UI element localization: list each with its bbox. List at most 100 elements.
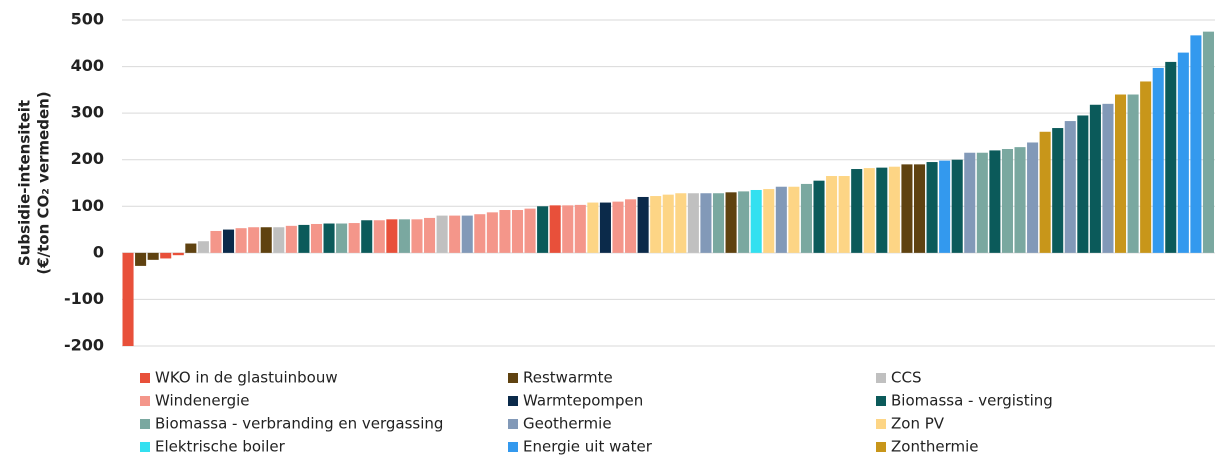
bar — [210, 230, 222, 253]
legend-swatch — [508, 396, 518, 406]
bar — [574, 204, 586, 253]
bar — [185, 243, 197, 253]
bar — [1039, 131, 1051, 253]
legend-label: Restwarmte — [523, 369, 613, 387]
bar — [926, 162, 938, 253]
bar — [863, 168, 875, 253]
bar — [562, 205, 574, 253]
bar — [662, 194, 674, 253]
legend-swatch — [876, 442, 886, 452]
bar — [1102, 103, 1114, 253]
bar — [989, 150, 1001, 253]
y-tick-label: 400 — [71, 56, 104, 75]
bar — [235, 228, 247, 253]
bar — [838, 176, 850, 253]
bar — [411, 219, 423, 253]
bar — [700, 193, 712, 253]
bar — [1127, 94, 1139, 253]
bar — [826, 176, 838, 253]
bar — [436, 215, 448, 253]
bar — [361, 220, 373, 253]
bar — [323, 223, 335, 253]
bar — [650, 196, 662, 253]
legend-label: Zonthermie — [891, 438, 979, 456]
bar — [298, 224, 310, 253]
y-axis-label: Subsidie-intensiteit (€/ton CO₂ vermeden) — [16, 91, 53, 274]
bar — [587, 202, 599, 253]
bar — [449, 215, 461, 253]
bar — [675, 193, 687, 253]
bar — [511, 210, 524, 253]
y-tick-label: 100 — [71, 196, 104, 215]
bar — [775, 186, 787, 253]
legend-label: Windenergie — [155, 392, 249, 410]
bar — [888, 166, 900, 253]
bar — [612, 201, 624, 253]
legend-swatch — [508, 442, 518, 452]
legend-label: CCS — [891, 369, 921, 387]
bar — [398, 219, 410, 253]
legend-label: WKO in de glastuinbouw — [155, 369, 338, 387]
legend-swatch — [876, 419, 886, 429]
bar — [336, 223, 348, 253]
bar — [625, 199, 637, 253]
bar — [285, 225, 297, 253]
bar — [386, 219, 398, 253]
bar — [1077, 115, 1089, 253]
bar — [147, 252, 159, 260]
bar — [763, 189, 775, 253]
y-tick-label: 500 — [71, 10, 104, 29]
bar — [687, 193, 699, 253]
bar — [599, 202, 611, 253]
bar — [712, 193, 725, 253]
bar — [486, 212, 498, 253]
bar — [1190, 35, 1202, 253]
bar — [800, 183, 812, 253]
bar — [160, 252, 172, 259]
bar — [172, 252, 184, 256]
bar — [1114, 94, 1127, 253]
bar — [725, 192, 737, 253]
bar — [122, 252, 134, 346]
bar — [1165, 61, 1177, 253]
y-tick-label: -100 — [64, 289, 104, 308]
bar — [939, 160, 951, 253]
bar — [1064, 121, 1076, 253]
bar — [964, 152, 976, 253]
bar — [223, 229, 235, 253]
legend-swatch — [140, 419, 150, 429]
bar — [750, 189, 762, 253]
bar — [1152, 67, 1164, 253]
bar — [788, 186, 800, 253]
bar — [738, 191, 750, 253]
legend-swatch — [140, 373, 150, 383]
bar — [310, 223, 323, 253]
legend-swatch — [508, 419, 518, 429]
y-tick-label: 300 — [71, 103, 104, 122]
bar — [913, 164, 926, 253]
bar — [197, 241, 209, 253]
bar — [537, 206, 549, 253]
legend-label: Elektrische boiler — [155, 438, 286, 456]
legend-swatch — [876, 396, 886, 406]
bar — [1202, 31, 1214, 253]
legend-label: Biomassa - verbranding en vergassing — [155, 415, 443, 433]
bar — [1001, 149, 1013, 253]
bar — [876, 167, 888, 253]
bar — [637, 196, 649, 253]
bar — [474, 214, 486, 253]
legend-swatch — [140, 396, 150, 406]
y-tick-label: 200 — [71, 149, 104, 168]
bar — [851, 169, 863, 253]
legend-label: Biomassa - vergisting — [891, 392, 1053, 410]
legend-swatch — [876, 373, 886, 383]
legend-label: Zon PV — [891, 415, 945, 433]
bar — [461, 215, 473, 253]
bar — [135, 252, 147, 266]
legend-label: Warmtepompen — [523, 392, 643, 410]
bar — [260, 227, 272, 253]
y-axis-label-line: Subsidie-intensiteit — [16, 100, 34, 266]
y-tick-label: 0 — [93, 242, 104, 261]
bar — [1177, 52, 1189, 253]
